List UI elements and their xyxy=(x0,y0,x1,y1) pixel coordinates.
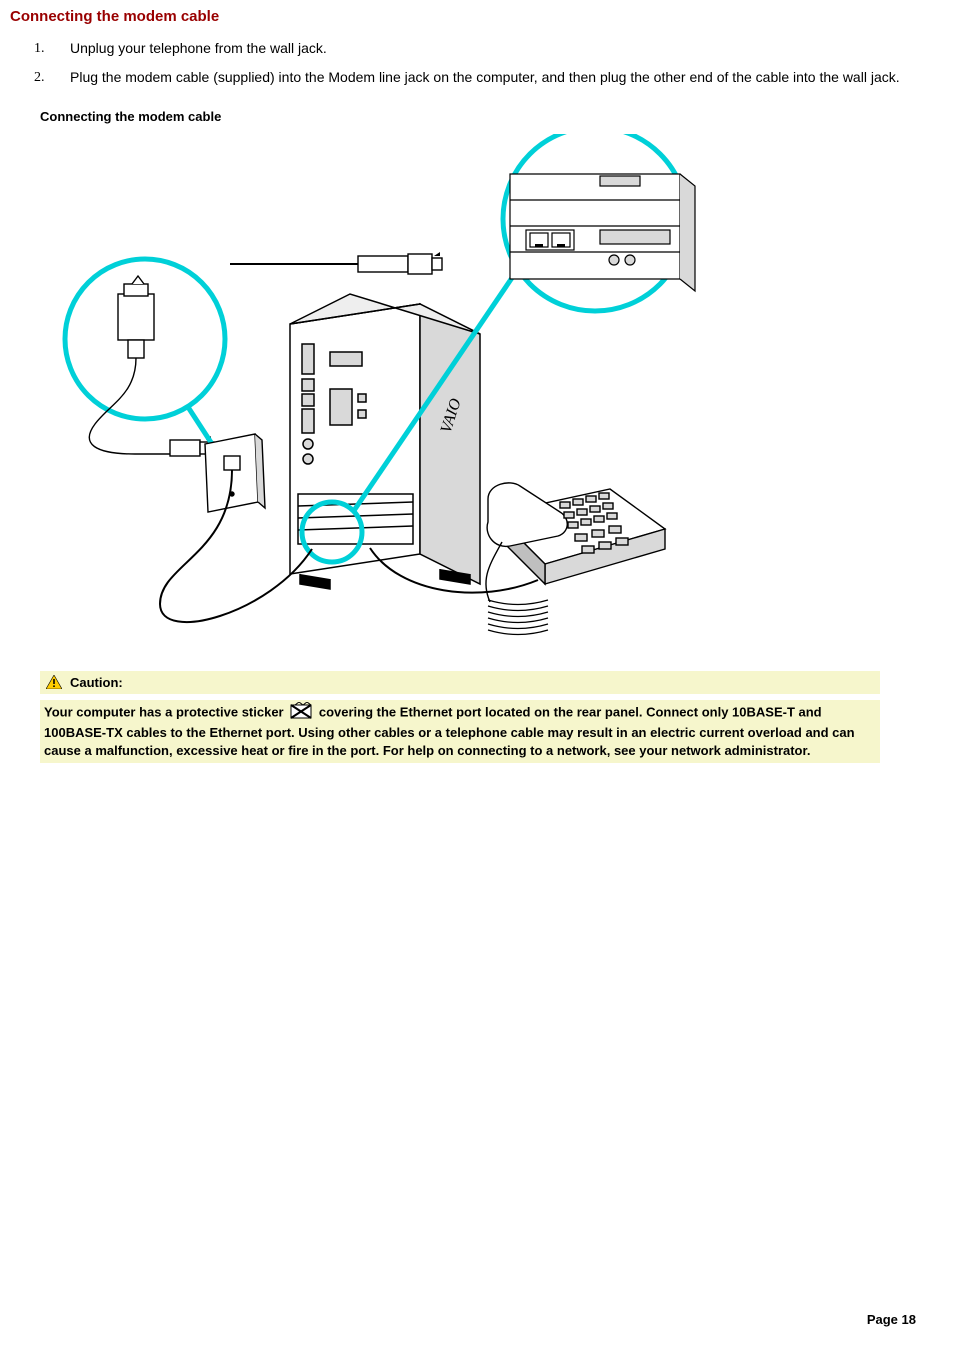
caution-bar: Caution: xyxy=(40,671,880,694)
caution-body: Your computer has a protective sticker c… xyxy=(40,700,880,764)
protective-sticker-icon xyxy=(290,702,312,725)
page-number: Page 18 xyxy=(867,1312,916,1327)
caution-triangle-icon xyxy=(46,675,62,689)
caution-text-pre: Your computer has a protective sticker xyxy=(44,705,287,720)
step-item: Unplug your telephone from the wall jack… xyxy=(60,39,916,58)
figure-caption: Connecting the modem cable xyxy=(40,109,916,124)
section-title: Connecting the modem cable xyxy=(10,8,916,25)
step-item: Plug the modem cable (supplied) into the… xyxy=(60,68,916,87)
figure-illustration: VAIO xyxy=(40,134,750,659)
caution-label: Caution: xyxy=(70,675,123,690)
page: Connecting the modem cable Unplug your t… xyxy=(0,0,954,1351)
modem-connection-diagram-icon: VAIO xyxy=(40,134,750,659)
steps-list: Unplug your telephone from the wall jack… xyxy=(10,39,916,87)
